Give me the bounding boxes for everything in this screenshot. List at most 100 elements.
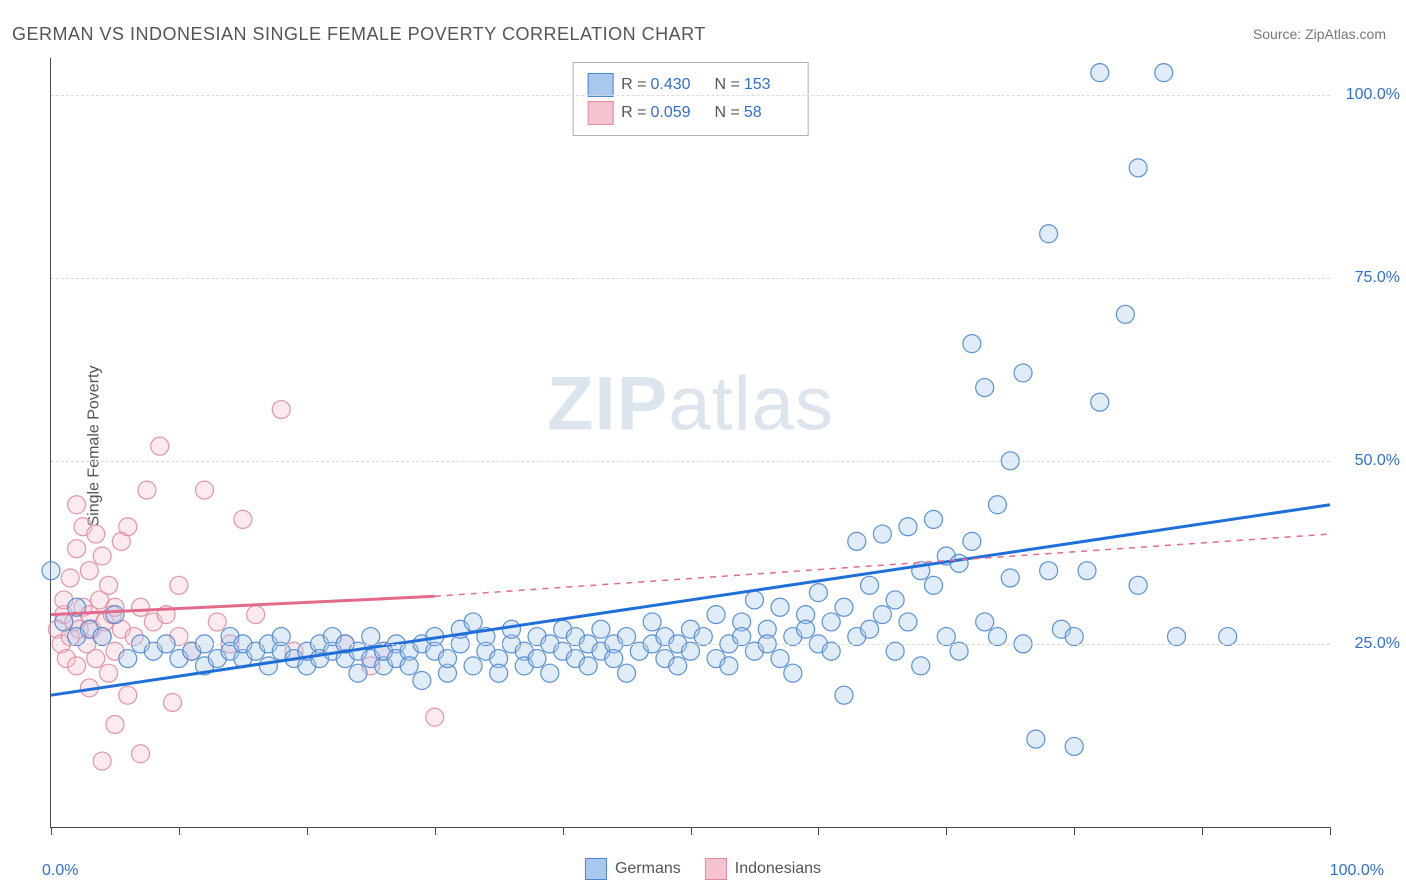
data-point	[100, 664, 118, 682]
data-point	[259, 657, 277, 675]
xtick	[946, 827, 947, 835]
data-point	[119, 518, 137, 536]
data-point	[362, 628, 380, 646]
data-point	[861, 576, 879, 594]
data-point	[413, 672, 431, 690]
data-point	[733, 628, 751, 646]
xtick	[1074, 827, 1075, 835]
data-point	[771, 598, 789, 616]
data-point	[528, 650, 546, 668]
data-point	[835, 686, 853, 704]
gridline-h	[51, 278, 1330, 279]
data-point	[164, 693, 182, 711]
data-point	[119, 650, 137, 668]
gridline-h	[51, 644, 1330, 645]
data-point	[195, 481, 213, 499]
data-point	[899, 613, 917, 631]
data-point	[1091, 393, 1109, 411]
data-point	[61, 569, 79, 587]
data-point	[873, 525, 891, 543]
data-point	[464, 613, 482, 631]
data-point	[745, 591, 763, 609]
xtick	[307, 827, 308, 835]
data-point	[618, 628, 636, 646]
data-point	[68, 657, 86, 675]
xtick	[1330, 827, 1331, 835]
data-point	[132, 745, 150, 763]
data-point	[1168, 628, 1186, 646]
data-point	[541, 664, 559, 682]
x-axis-start-label: 0.0%	[42, 862, 78, 880]
data-point	[272, 401, 290, 419]
scatter-svg	[51, 58, 1330, 827]
data-point	[809, 584, 827, 602]
data-point	[68, 496, 86, 514]
data-point	[490, 664, 508, 682]
data-point	[438, 650, 456, 668]
x-axis-end-label: 100.0%	[1330, 862, 1384, 880]
data-point	[1116, 305, 1134, 323]
swatch-germans-bottom	[585, 858, 607, 880]
xtick	[818, 827, 819, 835]
data-point	[822, 642, 840, 660]
data-point	[618, 664, 636, 682]
data-point	[873, 606, 891, 624]
source-name: ZipAtlas.com	[1305, 26, 1386, 42]
data-point	[950, 554, 968, 572]
plot-area: ZIPatlas R = 0.430 N = 153 R = 0.059 N =…	[50, 58, 1330, 828]
data-point	[963, 532, 981, 550]
data-point	[68, 540, 86, 558]
data-point	[886, 642, 904, 660]
data-point	[988, 496, 1006, 514]
data-point	[138, 481, 156, 499]
series-legend: Germans Indonesians	[585, 858, 821, 880]
data-point	[400, 657, 418, 675]
data-point	[42, 562, 60, 580]
data-point	[1129, 159, 1147, 177]
chart-title: GERMAN VS INDONESIAN SINGLE FEMALE POVER…	[12, 24, 706, 45]
data-point	[247, 606, 265, 624]
data-point	[886, 591, 904, 609]
data-point	[976, 379, 994, 397]
ytick-label: 100.0%	[1340, 86, 1400, 104]
data-point	[119, 686, 137, 704]
data-point	[100, 576, 118, 594]
ytick-label: 75.0%	[1340, 269, 1400, 287]
source-attribution: Source: ZipAtlas.com	[1253, 26, 1386, 42]
data-point	[87, 525, 105, 543]
data-point	[937, 628, 955, 646]
xtick	[691, 827, 692, 835]
data-point	[1001, 569, 1019, 587]
xtick	[435, 827, 436, 835]
gridline-h	[51, 95, 1330, 96]
data-point	[925, 576, 943, 594]
data-point	[151, 437, 169, 455]
data-point	[925, 510, 943, 528]
data-point	[1014, 364, 1032, 382]
swatch-indonesians-bottom	[705, 858, 727, 880]
data-point	[234, 510, 252, 528]
data-point	[682, 642, 700, 660]
data-point	[349, 664, 367, 682]
data-point	[93, 752, 111, 770]
data-point	[912, 657, 930, 675]
data-point	[106, 715, 124, 733]
data-point	[899, 518, 917, 536]
xtick	[1202, 827, 1203, 835]
data-point	[1129, 576, 1147, 594]
data-point	[848, 532, 866, 550]
data-point	[1040, 562, 1058, 580]
data-point	[1040, 225, 1058, 243]
chart-container: GERMAN VS INDONESIAN SINGLE FEMALE POVER…	[0, 0, 1406, 892]
data-point	[87, 650, 105, 668]
data-point	[976, 613, 994, 631]
data-point	[80, 562, 98, 580]
data-point	[592, 620, 610, 638]
data-point	[861, 620, 879, 638]
xtick	[51, 827, 52, 835]
gridline-h	[51, 461, 1330, 462]
data-point	[1065, 737, 1083, 755]
xtick	[563, 827, 564, 835]
source-prefix: Source:	[1253, 26, 1305, 42]
legend-item-indonesians: Indonesians	[705, 858, 821, 880]
